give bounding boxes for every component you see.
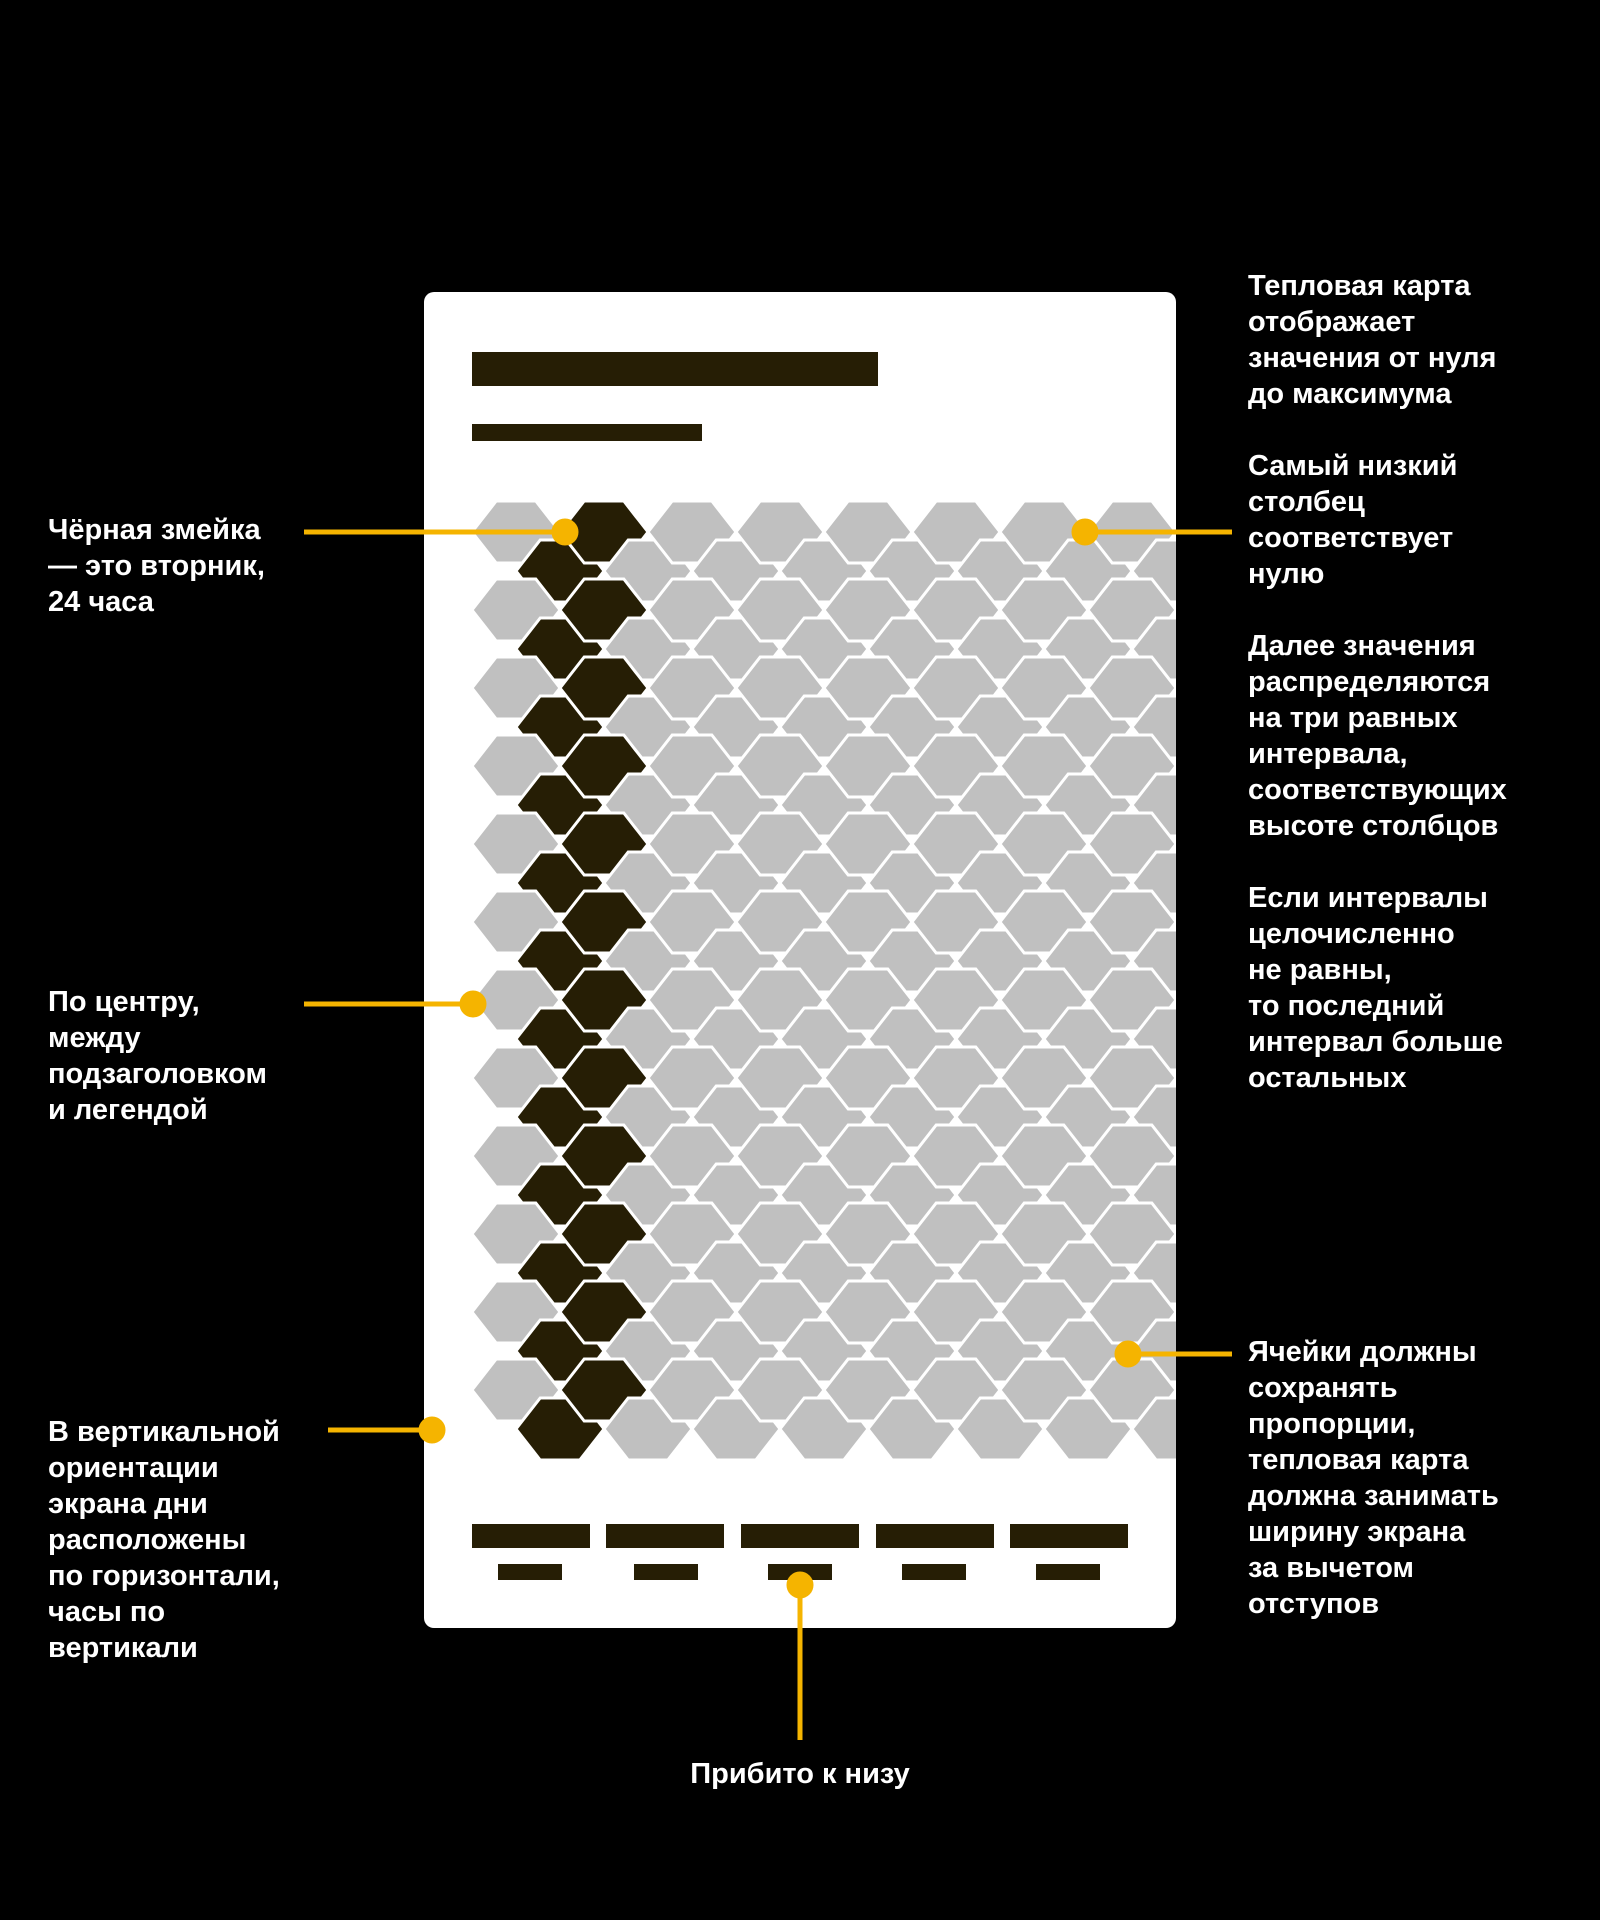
callout-dot-centered	[459, 990, 487, 1018]
note-orientation: В вертикальной ориентации экрана дни рас…	[48, 1416, 280, 1664]
phone-screen-mockup	[424, 292, 1176, 1628]
legend-label-4	[876, 1524, 994, 1548]
note-lowest-column: Самый низкий столбец соответствует нулю	[1248, 450, 1458, 590]
callout-dot-bottom	[786, 1571, 814, 1599]
legend-label-1	[472, 1524, 590, 1548]
callout-dot-lowest	[1071, 518, 1099, 546]
legend-label-5	[1010, 1524, 1128, 1548]
heatmap-cell	[1130, 1396, 1176, 1462]
note-intervals: Далее значения распределяются на три рав…	[1248, 630, 1507, 842]
legend-value-1	[498, 1564, 562, 1580]
callout-dot-tuesday	[551, 518, 579, 546]
subtitle-placeholder	[472, 424, 702, 441]
legend-label-3	[741, 1524, 859, 1548]
legend-value-2	[634, 1564, 698, 1580]
title-placeholder	[472, 352, 878, 386]
legend-label-2	[606, 1524, 724, 1548]
note-heatmap-range: Тепловая карта отображает значения от ну…	[1248, 270, 1497, 410]
heatmap	[470, 499, 1176, 1462]
callout-dot-orientation	[418, 1416, 446, 1444]
legend-value-5	[1036, 1564, 1100, 1580]
note-proportions: Ячейки должны сохранять пропорции, тепло…	[1248, 1336, 1499, 1620]
callout-dot-proportions	[1114, 1340, 1142, 1368]
note-pinned-bottom: Прибито к низу	[690, 1758, 910, 1790]
note-unequal-intervals: Если интервалы целочисленно не равны, то…	[1248, 882, 1503, 1094]
legend-value-4	[902, 1564, 966, 1580]
note-tuesday-snake: Чёрная змейка — это вторник, 24 часа	[48, 514, 265, 618]
note-centered: По центру, между подзаголовком и легендо…	[48, 986, 267, 1126]
